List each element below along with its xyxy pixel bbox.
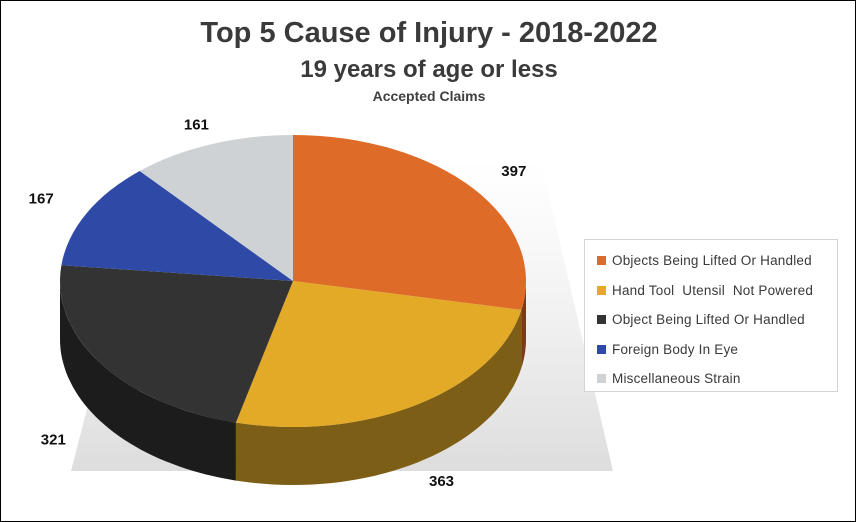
chart-title: Top 5 Cause of Injury - 2018-2022 [200, 17, 658, 49]
data-label-4: 167 [29, 190, 54, 207]
legend-label: Foreign Body In Eye [612, 341, 739, 357]
legend-swatch [597, 344, 606, 354]
pie-slice-3 [60, 265, 294, 423]
legend-item: Miscellaneous Strain [585, 364, 837, 394]
legend: Objects Being Lifted Or Handled Hand Tool… [584, 239, 838, 392]
pie-slice-1 [293, 135, 527, 310]
legend-label: Object Being Lifted Or Handled [612, 312, 805, 328]
legend-swatch [597, 256, 606, 266]
pie-data-labels: 397 363 321 167 161 [29, 117, 527, 490]
chart-titles: Top 5 Cause of Injury - 2018-2022 19 yea… [1, 15, 855, 105]
chart-caption: Accepted Claims [372, 88, 486, 104]
pie-slice-5 [139, 134, 293, 281]
pie-side-2 [235, 309, 522, 485]
legend-swatch [597, 315, 606, 325]
data-label-2: 363 [429, 473, 454, 490]
legend-swatch [597, 374, 606, 384]
legend-item: Objects Being Lifted Or Handled [585, 246, 837, 276]
legend-label: Hand Tool Utensil Not Powered [612, 282, 814, 298]
legend-swatch [597, 285, 606, 295]
pie-side-3 [60, 281, 236, 481]
pie-slices [60, 134, 527, 428]
pie-side-1 [521, 281, 526, 368]
legend-label: Miscellaneous Strain [612, 371, 741, 387]
legend-label: Objects Being Lifted Or Handled [612, 253, 812, 269]
data-label-5: 161 [184, 117, 209, 134]
data-label-1: 397 [501, 163, 526, 180]
data-label-3: 321 [41, 431, 66, 448]
pie-slice-2 [235, 281, 522, 428]
legend-item: Object Being Lifted Or Handled [585, 305, 837, 335]
chart-subtitle: 19 years of age or less [300, 56, 558, 83]
legend-item: Foreign Body In Eye [585, 335, 837, 365]
pie-slice-4 [61, 171, 294, 281]
legend-item: Hand Tool Utensil Not Powered [585, 276, 837, 306]
pie-sides [60, 281, 526, 485]
